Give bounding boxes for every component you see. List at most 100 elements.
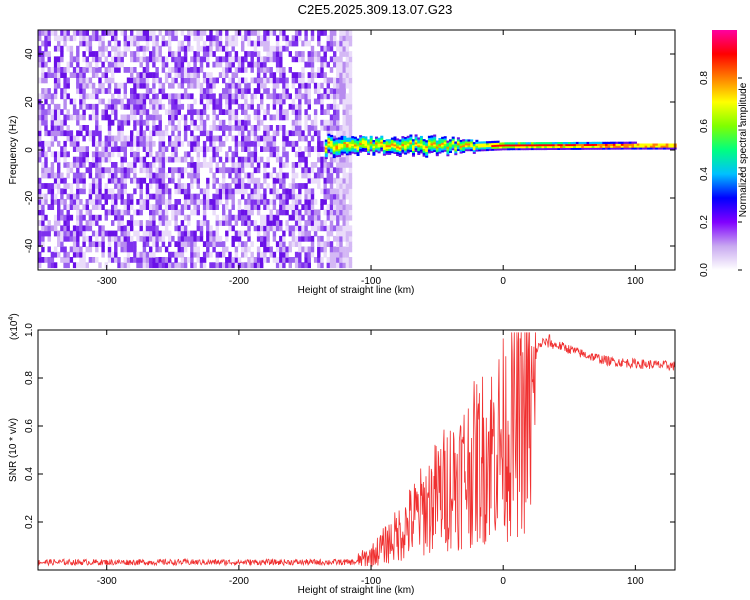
spectrogram-cell xyxy=(329,67,334,73)
spectrogram-cell xyxy=(375,146,378,149)
spectrogram-cell xyxy=(158,177,162,184)
spectrogram-cell xyxy=(263,114,267,121)
spectrogram-cell xyxy=(133,140,137,147)
spectrogram-cell xyxy=(193,30,197,36)
spectrogram-cell xyxy=(199,88,204,94)
spectrogram-cell xyxy=(63,156,67,163)
spectrogram-cell xyxy=(139,125,143,131)
spectrogram-cell xyxy=(196,235,200,242)
spectrogram-cell xyxy=(456,137,460,140)
spectrogram-cell xyxy=(499,144,503,147)
spectrogram-cell xyxy=(263,61,267,68)
spectrogram-cell xyxy=(454,149,458,152)
spectrogram-cell xyxy=(454,151,458,154)
spectrogram-cell xyxy=(291,257,296,263)
spectrogram-cell xyxy=(275,114,280,121)
spectrogram-cell xyxy=(398,154,402,157)
spectrogram-cell xyxy=(234,214,239,221)
spectrogram-cell xyxy=(488,143,492,146)
spectrogram-cell xyxy=(212,235,216,242)
spectrogram-cell xyxy=(244,209,248,216)
spectrogram-cell xyxy=(639,143,643,146)
spectrogram-cell xyxy=(164,183,169,189)
spectrogram-cell xyxy=(161,199,166,205)
spectrogram-cell xyxy=(66,209,70,216)
spectrogram-cell xyxy=(66,67,70,73)
spectrogram-cell xyxy=(199,82,204,89)
spectrogram-cell xyxy=(91,151,96,158)
spectrogram-cell xyxy=(187,199,191,205)
spectrogram-cell xyxy=(183,119,188,126)
spectrogram-cell xyxy=(291,82,296,89)
spectrogram-cell xyxy=(329,114,334,121)
spectrogram-cell xyxy=(76,119,80,126)
spectrogram-cell xyxy=(190,257,194,263)
spectrogram-cell xyxy=(57,235,61,242)
spectrogram-cell xyxy=(241,93,245,100)
spectrogram-cell xyxy=(145,93,150,100)
spectrogram-cell xyxy=(111,56,115,63)
spectrogram-cell xyxy=(266,56,270,63)
spectrogram-cell xyxy=(69,162,74,168)
spectrogram-cell xyxy=(136,103,140,110)
spectrogram-cell xyxy=(133,151,137,158)
spectrogram-cell xyxy=(323,45,327,52)
spectrogram-cell xyxy=(401,138,405,141)
snr-y-label: SNR (10 * v/v) xyxy=(8,418,19,482)
spectrogram-cell xyxy=(275,188,280,195)
spectrogram-cell xyxy=(493,144,497,147)
spectrogram-cell xyxy=(149,204,153,210)
spectrogram-cell xyxy=(390,147,394,150)
spectrogram-cell xyxy=(152,204,156,210)
spectrogram-cell xyxy=(451,144,455,147)
spectrogram-cell xyxy=(79,125,83,131)
spectrogram-cell xyxy=(427,143,431,146)
spectrogram-cell xyxy=(123,230,127,237)
spectrogram-cell xyxy=(279,209,283,216)
spectrogram-cell xyxy=(130,98,134,105)
spectrogram-cell xyxy=(342,220,346,226)
spectrogram-cell xyxy=(345,230,350,237)
spectrogram-cell xyxy=(149,151,153,158)
spectrogram-cell xyxy=(329,56,334,63)
spectrogram-cell xyxy=(133,257,137,263)
spectrogram-cell xyxy=(215,162,219,168)
spectrogram-cell xyxy=(158,246,162,253)
spectrogram-cell xyxy=(285,188,289,195)
spectrogram-cell xyxy=(385,143,389,146)
spectrogram-cell xyxy=(335,141,339,144)
spectrogram-cell xyxy=(88,257,93,263)
spectrogram-cell xyxy=(263,67,267,73)
spectrogram-cell xyxy=(307,204,311,210)
spectrogram-cell xyxy=(269,246,273,253)
spectrogram-cell xyxy=(433,149,437,152)
spectrogram-cell xyxy=(196,172,200,179)
spectrogram-cell xyxy=(336,241,340,247)
spectrogram-cell xyxy=(427,137,431,140)
spectrogram-cell xyxy=(177,45,181,52)
spectrogram-cell xyxy=(342,246,346,253)
spectrogram-cell xyxy=(57,204,61,210)
spectrogram-cell xyxy=(212,146,216,152)
spectrogram-cell xyxy=(104,146,108,152)
spectrogram-cell xyxy=(149,177,153,184)
spectrogram-cell xyxy=(168,140,172,147)
spectrogram-cell xyxy=(234,135,239,142)
spectrogram-cell xyxy=(422,143,426,146)
spectrogram-cell xyxy=(256,35,261,42)
spectrogram-cell xyxy=(419,143,423,146)
spectrogram-cell xyxy=(114,241,118,247)
spectrogram-cell xyxy=(443,143,447,146)
spectrogram-cell xyxy=(190,183,194,189)
spectrogram-cell xyxy=(462,143,466,146)
spectrogram-cell xyxy=(449,148,452,152)
spectrogram-cell xyxy=(288,204,292,210)
spectrogram-cell xyxy=(63,119,67,126)
spectrogram-cell xyxy=(288,241,292,247)
spectrogram-cell xyxy=(142,109,147,115)
spectrogram-cell xyxy=(53,130,58,137)
spectrogram-cell xyxy=(155,98,159,105)
spectrogram-cell xyxy=(515,148,519,151)
spectrogram-cell xyxy=(177,40,181,47)
spectrogram-cell xyxy=(95,156,99,163)
